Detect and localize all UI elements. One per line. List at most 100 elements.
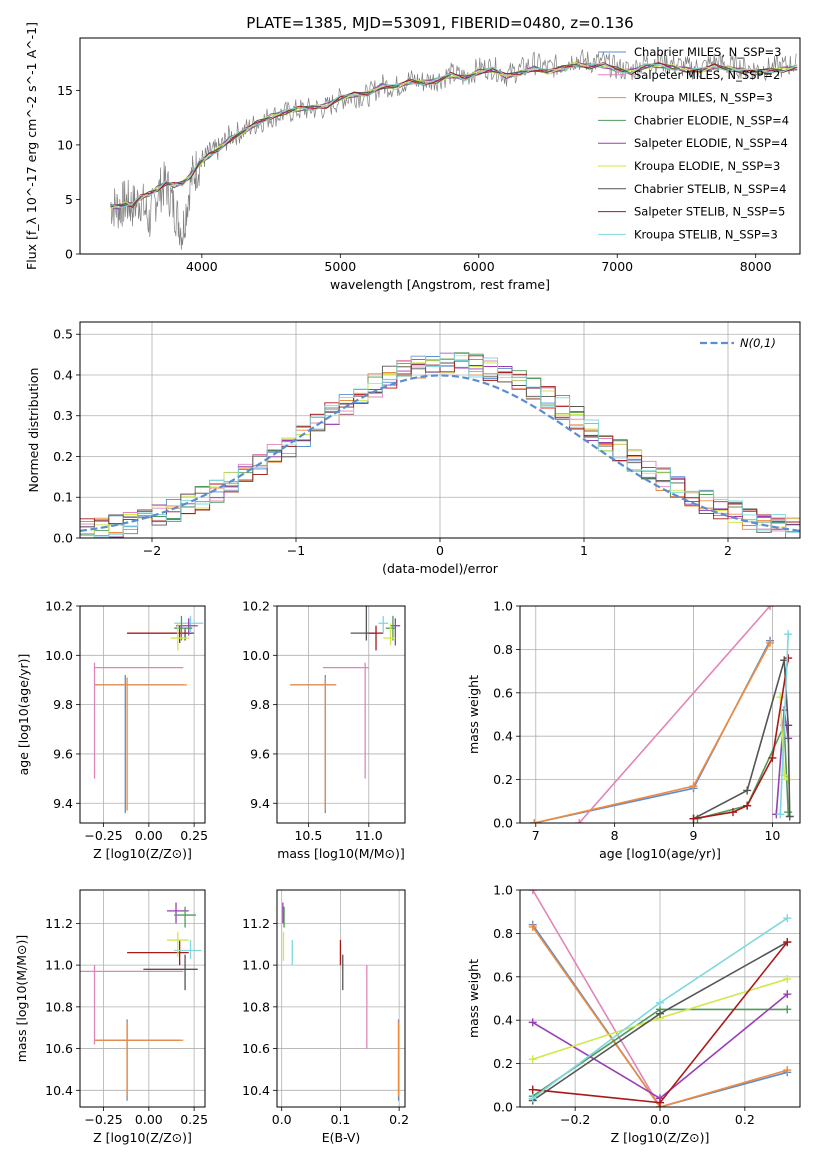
x-tick-label: 5000 — [324, 259, 356, 274]
weight-marker — [784, 630, 793, 639]
y-tick-label: 0.3 — [53, 408, 73, 423]
legend-label: Chabrier STELIB, N_SSP=4 — [634, 182, 786, 196]
x-axis-label: wavelength [Angstrom, rest frame] — [330, 277, 550, 292]
mass-vs-ebv-panel: 0.0 0.1 0.2 10.4 10.6 10.8 11.0 11.2 E(B-V) — [242, 889, 409, 1145]
errorbar-plot-area — [80, 902, 202, 1101]
weight-marker — [785, 812, 794, 821]
y-tick-label: 0.2 — [53, 449, 73, 464]
data-point — [170, 623, 189, 651]
plot-frame — [79, 321, 801, 539]
weight-series — [575, 606, 775, 823]
y-axis-label: Flux [f_λ 10^-17 erg cm^-2 s^-1 A^-1] — [24, 22, 39, 270]
legend-label: Kroupa STELIB, N_SSP=3 — [634, 227, 778, 241]
y-axis-label: age [log10(age/yr)] — [16, 654, 31, 776]
weight-marker — [528, 1055, 537, 1064]
y-tick-label: 10.2 — [45, 599, 73, 614]
y-tick-label: 0.6 — [493, 685, 513, 700]
y-tick-label: 9.8 — [250, 697, 270, 712]
weight-marker — [783, 990, 792, 999]
model-spectrum-line — [110, 61, 798, 210]
legend: Chabrier MILES, N_SSP=3 Salpeter MILES, N… — [598, 45, 789, 241]
weight-marker — [776, 693, 785, 702]
x-tick-label: 10.5 — [294, 828, 322, 843]
x-tick-label: 6000 — [463, 259, 495, 274]
plot-frame — [519, 605, 801, 824]
y-tick-label: 1.0 — [493, 599, 513, 614]
weight-line — [532, 924, 788, 1107]
weight-marker — [783, 938, 792, 947]
y-tick-label: 0.4 — [493, 729, 513, 744]
grid — [520, 889, 800, 1108]
residuals-plot-area — [80, 352, 800, 538]
weight-line — [697, 725, 789, 820]
x-axis-label: Z [log10(Z/Z⊙)] — [93, 846, 192, 861]
y-tick-label: 5 — [65, 192, 73, 207]
data-point — [94, 1019, 180, 1101]
data-point — [290, 677, 337, 811]
weight-marker — [656, 998, 664, 1007]
y-tick-label: 10.8 — [45, 999, 73, 1014]
x-tick-label: 4000 — [186, 259, 218, 274]
data-point — [368, 625, 384, 651]
x-tick-label: −2 — [143, 543, 161, 558]
weight-series — [528, 890, 664, 1107]
x-axis-label: Z [log10(Z/Z⊙)] — [611, 1130, 710, 1145]
x-tick-label: 7000 — [601, 259, 633, 274]
y-tick-label: 0.6 — [493, 969, 513, 984]
y-tick-label: 0.0 — [493, 1100, 513, 1115]
x-tick-label: 0.25 — [180, 828, 208, 843]
y-tick-label: 0.1 — [53, 490, 73, 505]
plot-frame — [519, 889, 801, 1108]
model-spectrum-line — [110, 62, 798, 209]
x-tick-label: 0.2 — [389, 1112, 409, 1127]
y-tick-label: 0.0 — [53, 531, 73, 546]
histogram-step — [80, 353, 800, 538]
x-tick-label: 0 — [436, 543, 444, 558]
x-tick-label: 0.1 — [330, 1112, 350, 1127]
legend-label: Chabrier MILES, N_SSP=3 — [634, 45, 781, 59]
weight-marker — [768, 753, 777, 762]
y-axis-label: mass weight — [466, 675, 481, 754]
x-tick-label: 0.00 — [135, 1112, 163, 1127]
data-point — [174, 615, 193, 641]
weight-series — [776, 693, 793, 784]
y-axis-label: mass [log10(M/M⊙)] — [14, 935, 29, 1063]
weight-marker — [689, 782, 698, 791]
weight-marker — [784, 654, 793, 663]
data-point — [143, 954, 198, 991]
x-axis-label: age [log10(age/yr)] — [599, 846, 721, 861]
mass-vs-metallicity-panel: −0.25 0.00 0.25 10.4 10.6 10.8 11.0 11.2 Z [log1… — [14, 889, 208, 1145]
weight-marker — [728, 808, 737, 817]
legend-label: Salpeter ELODIE, N_SSP=4 — [634, 136, 788, 150]
y-tick-label: 11.2 — [242, 916, 270, 931]
weight-marker — [528, 1018, 537, 1027]
data-point — [174, 906, 196, 928]
weight-marker — [783, 914, 792, 923]
weights-vs-age-panel: 7 8 9 10 0.0 0.2 0.4 0.6 0.8 1.0 age [log10(age/yr… — [466, 599, 801, 861]
x-tick-label: 0.25 — [180, 1112, 208, 1127]
data-point — [378, 615, 389, 634]
y-tick-label: 11.2 — [45, 916, 73, 931]
x-tick-label: 1 — [580, 543, 588, 558]
y-tick-label: 10.0 — [242, 648, 270, 663]
model-spectrum-line — [110, 62, 798, 207]
weight-series — [528, 938, 792, 1107]
x-axis-label: (data-model)/error — [382, 561, 499, 576]
x-axis-label: Z [log10(Z/Z⊙)] — [93, 1130, 192, 1145]
plot-frame — [276, 889, 406, 1108]
y-tick-label: 9.6 — [250, 746, 270, 761]
y-axis-label: mass weight — [466, 959, 481, 1038]
weight-marker — [783, 1066, 792, 1075]
weight-marker — [528, 890, 537, 894]
x-tick-label: 2 — [724, 543, 732, 558]
y-tick-label: 0.2 — [493, 1056, 513, 1071]
weight-marker — [575, 819, 584, 823]
spectrum-plot-area — [110, 49, 798, 250]
plot-frame — [79, 37, 801, 255]
weight-line — [532, 926, 788, 1107]
weight-series — [530, 638, 775, 823]
x-axis-label: mass [log10(M/M⊙)] — [277, 846, 405, 861]
y-tick-label: 10 — [57, 137, 73, 152]
y-tick-label: 0.4 — [493, 1013, 513, 1028]
legend-label: N(0,1) — [740, 336, 776, 350]
